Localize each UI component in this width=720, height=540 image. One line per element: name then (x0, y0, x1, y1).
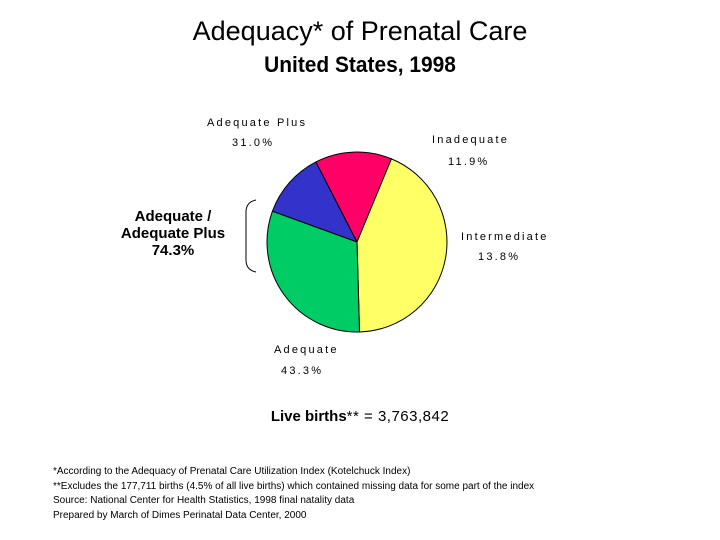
live-births-label: Live births (270, 408, 347, 425)
group-bracket (245, 199, 257, 273)
pie-slices (266, 151, 448, 333)
group-annotation: Adequate / Adequate Plus 74.3% (108, 208, 238, 259)
group-annotation-line: Adequate / (134, 208, 212, 225)
live-births-total: Live births** = 3,763,842 (0, 408, 720, 425)
slice-label: Adequate (274, 344, 339, 356)
footnote: *According to the Adequacy of Prenatal C… (53, 466, 411, 477)
slice-value-label: 13.8% (478, 251, 520, 263)
group-annotation-line: Adequate Plus (120, 225, 226, 242)
chart-subtitle: United States, 1998 (264, 52, 456, 77)
slice-value-label: 11.9% (448, 156, 489, 168)
footnote: Prepared by March of Dimes Perinatal Dat… (53, 509, 307, 521)
chart-title: Adequacy* of Prenatal Care (192, 16, 528, 46)
slice-value-label: 43.3% (281, 365, 323, 377)
pie-labels: Inadequate 11.9% Intermediate 13.8% Adequate… (207, 117, 549, 377)
pie-slice-inadequate (271, 161, 359, 243)
live-births-value: ** = 3,763,842 (346, 408, 450, 425)
slice-label: Inadequate (432, 134, 509, 146)
slice-label: Adequate Plus (207, 117, 307, 129)
slice-value-label: 31.0% (232, 137, 274, 149)
footnote: Source: National Center for Health Stati… (53, 495, 355, 506)
pie-slice-adequate (356, 158, 448, 333)
pie-slice-adequate-plus (266, 210, 361, 333)
pie-slice-intermediate (315, 151, 393, 244)
slice-label: Intermediate (461, 231, 549, 243)
footnotes: *According to the Adequacy of Prenatal C… (53, 465, 534, 523)
footnote: **Excludes the 177,711 births (4.5% of a… (53, 480, 535, 492)
group-annotation-value: 74.3% (151, 242, 195, 259)
